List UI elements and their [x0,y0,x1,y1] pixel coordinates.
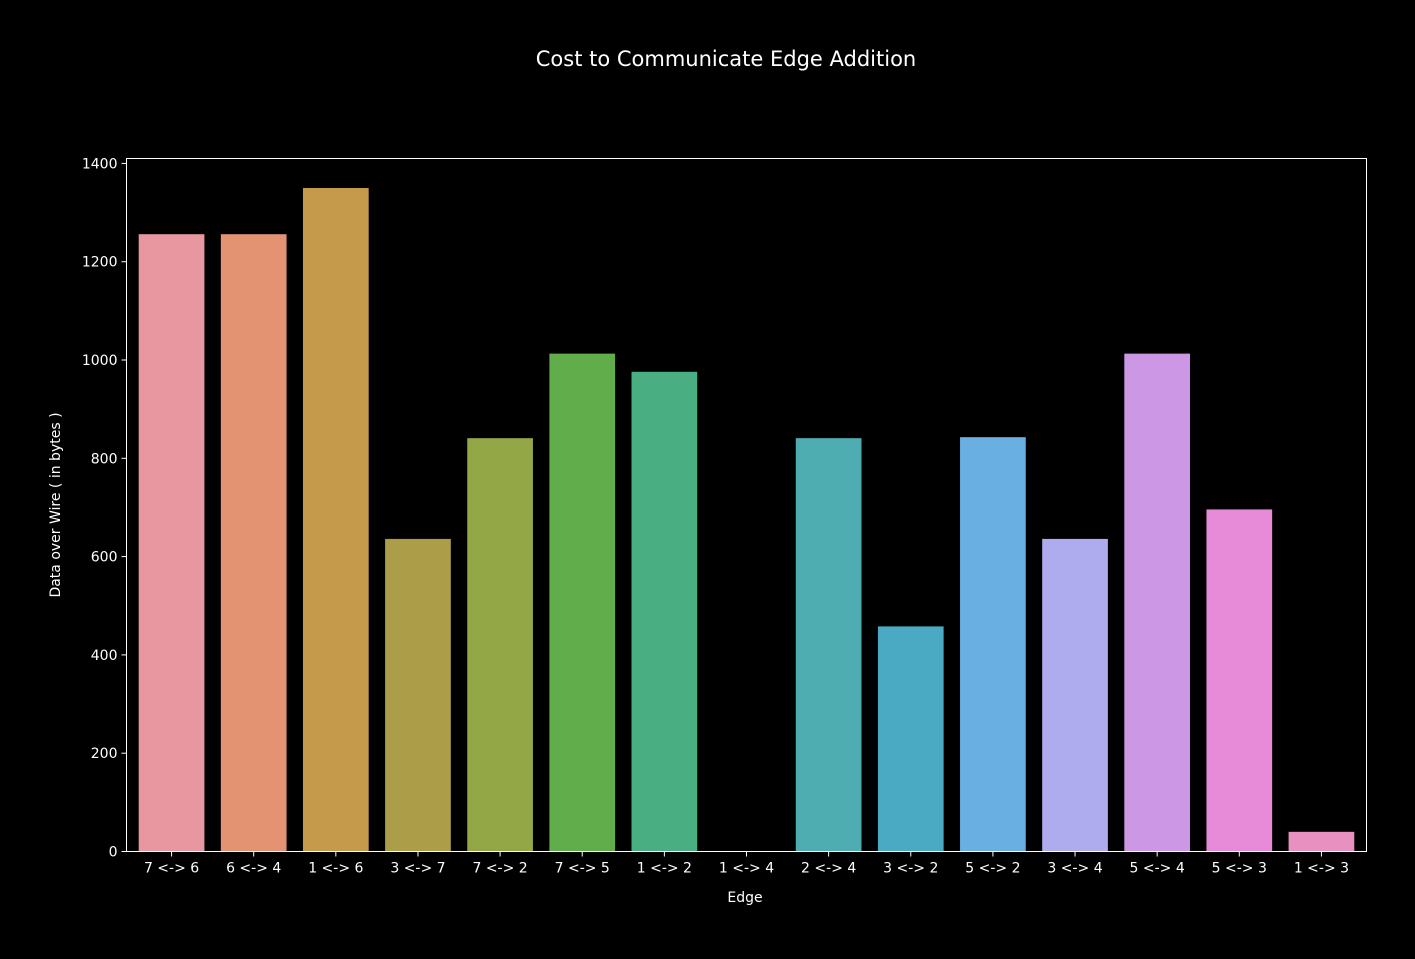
y-tick-label: 200 [91,746,118,762]
bar-3 [385,538,451,852]
x-tick-label: 7 <-> 5 [555,861,610,877]
x-tick-label: 5 <-> 3 [1212,861,1267,877]
chart-title: Cost to Communicate Edge Addition [536,47,916,71]
y-axis-label: Data over Wire ( in bytes ) [48,412,64,597]
bar-9 [877,626,944,852]
bar-13 [1206,509,1273,852]
x-tick-label: 3 <-> 7 [390,861,445,877]
x-tick-label: 5 <-> 4 [1130,861,1185,877]
x-tick-label: 7 <-> 6 [144,861,199,877]
x-tick-label: 6 <-> 4 [226,861,281,877]
x-tick-label: 1 <-> 6 [308,861,363,877]
bar-5 [549,353,616,852]
bar-1 [220,234,287,852]
bar-8 [795,438,862,852]
bar-4 [467,438,533,852]
y-tick-label: 600 [91,550,118,566]
x-axis: 7 <-> 6 6 <-> 4 1 <-> 6 3 <-> 7 7 <-> 2 7 <->… [144,851,1349,877]
y-tick-label: 1200 [82,255,118,271]
bar-0 [138,234,205,852]
y-axis: 0 200 400 600 800 1000 1200 1400 [82,156,127,861]
x-tick-label: 1 <-> 3 [1294,861,1349,877]
y-tick-label: 400 [91,648,118,664]
x-tick-label: 7 <-> 2 [472,861,527,877]
y-tick-label: 800 [91,451,118,467]
x-tick-label: 2 <-> 4 [801,861,856,877]
y-tick-label: 0 [109,845,118,861]
bar-14 [1288,831,1355,852]
bar-6 [631,371,698,852]
bar-10 [960,437,1026,852]
y-tick-label: 1000 [82,353,118,369]
x-tick-label: 3 <-> 2 [883,861,938,877]
y-tick-label: 1400 [82,156,118,172]
x-axis-label: Edge [727,890,762,906]
bar-2 [302,187,369,852]
bars-layer [138,187,1355,852]
x-tick-label: 1 <-> 4 [719,861,774,877]
bar-12 [1124,353,1191,852]
x-tick-label: 1 <-> 2 [637,861,692,877]
x-tick-label: 5 <-> 2 [965,861,1020,877]
x-tick-label: 3 <-> 4 [1047,861,1102,877]
bar-11 [1042,538,1108,852]
